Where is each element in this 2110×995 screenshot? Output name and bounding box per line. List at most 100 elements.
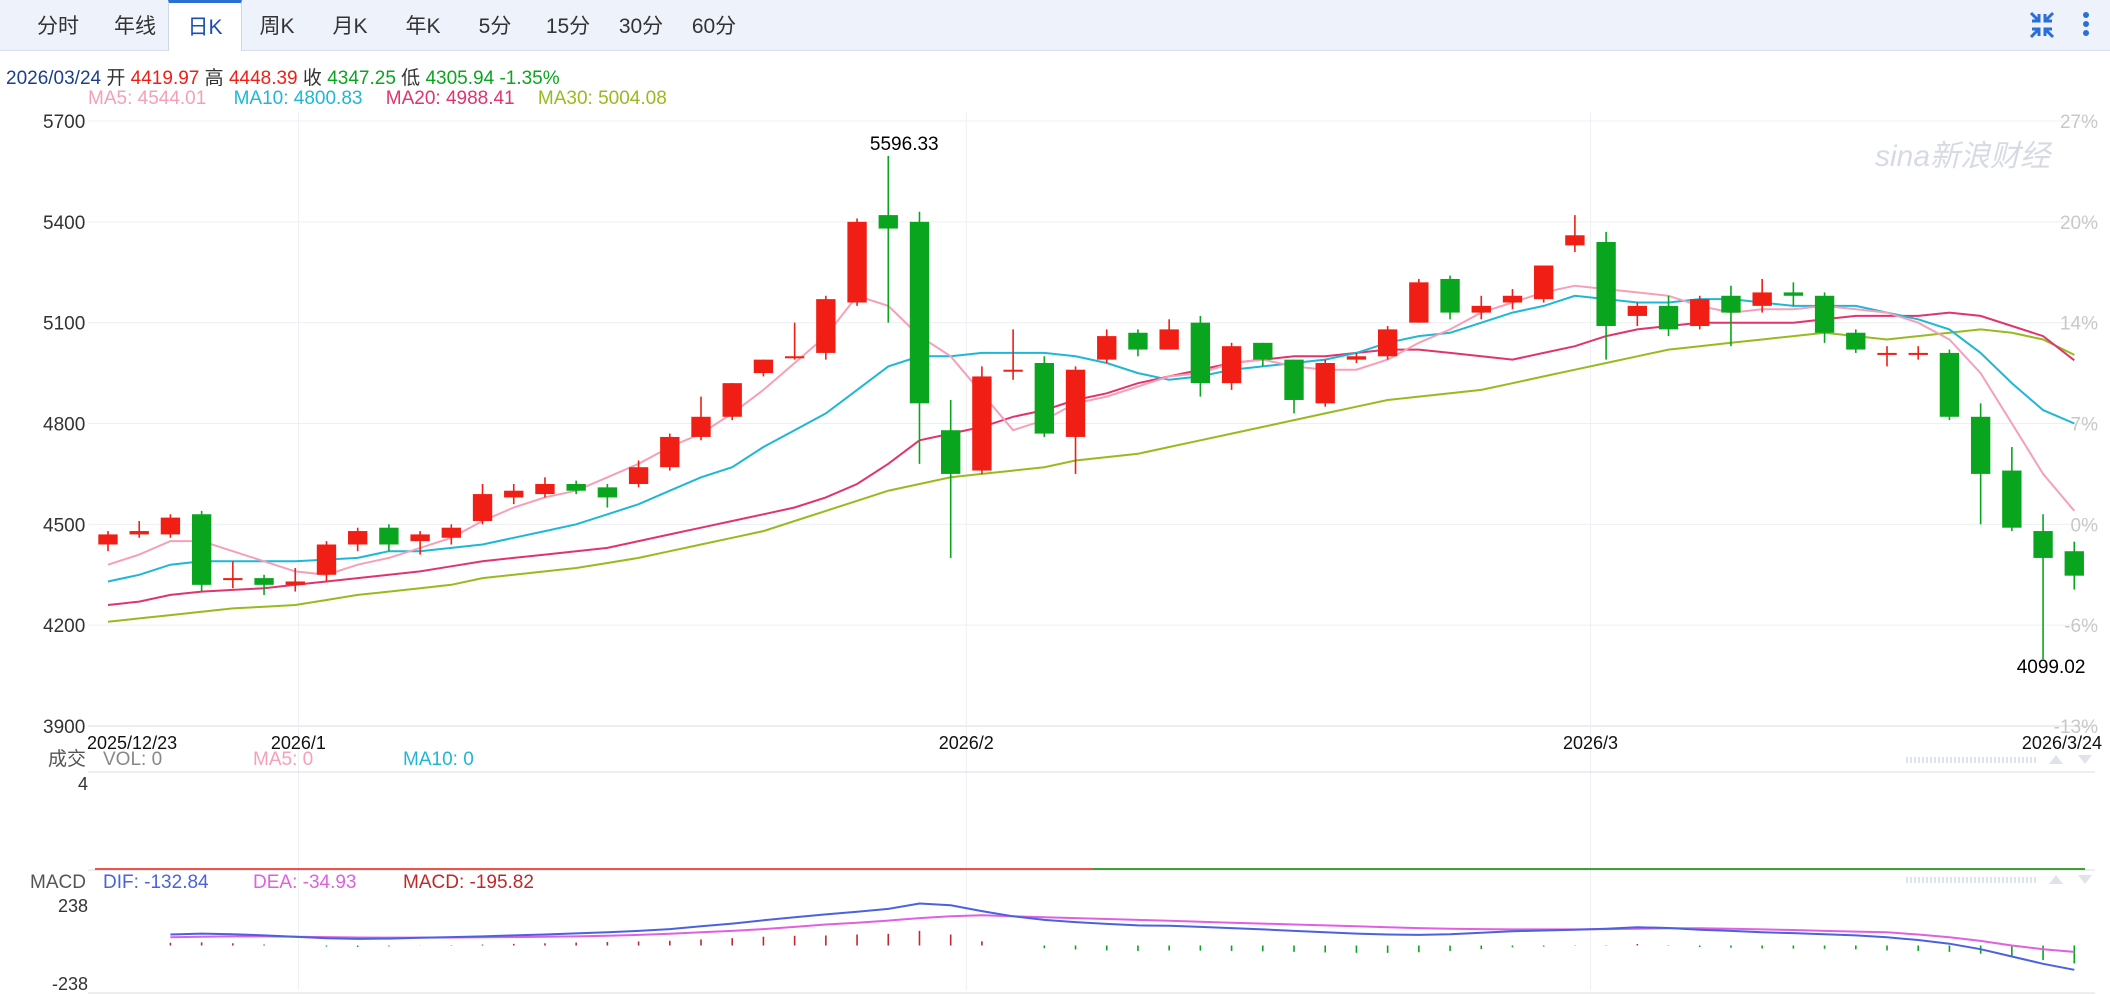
candle-body [316,544,337,575]
ma30-value: MA30: 5004.08 [537,88,667,109]
tab-weekly-k[interactable]: 周K [259,15,295,38]
candle [1846,329,1866,353]
vertical-dots-icon[interactable] [2072,8,2100,42]
percent-axis-label: -6% [2064,616,2098,637]
candle [1721,285,1741,347]
candle-body [1471,305,1491,313]
ohlc-info: 2026/03/24 开 4419.97 高 4448.39 收 4347.25… [6,63,560,90]
candle-body [191,514,212,585]
candle-body [660,436,680,468]
candle [254,574,274,595]
tab-30min[interactable]: 30分 [618,15,664,38]
candle-body [1596,242,1616,327]
candle-body [691,416,711,437]
sina-watermark-text: sina新浪财经 [1875,140,2053,173]
candle [129,520,149,538]
candle [1783,282,1804,306]
candle [1565,215,1585,253]
candle [566,480,586,495]
price-axis-label: 4200 [43,616,85,637]
candle-body [566,484,586,491]
candle [1190,315,1211,397]
candle-body [129,531,149,535]
tab-15min[interactable]: 15分 [545,15,591,38]
scroll-down-icon [2078,875,2092,884]
ma10-value: MA10: 4800.83 [233,88,363,109]
close-label: 收 [302,68,322,89]
candle-body [379,527,399,545]
candle-body [909,221,930,404]
candle-body [2002,470,2022,528]
candle [1440,275,1460,320]
ohlc-date: 2026/03/24 [6,68,102,89]
tab-yearly-k[interactable]: 年K [405,15,441,38]
candle-body [1502,295,1523,303]
period-tab-bar: 分时 年线 日K 周K 月K 年K 5分 15分 30分 60分 [0,0,2110,51]
tab-nianxian[interactable]: 年线 [114,15,156,38]
candle-body [1939,352,1960,417]
candle-body [1253,342,1273,360]
ma5-line [107,284,2076,576]
max-price-annotation: 5596.33 [870,134,939,155]
macd-dif: DIF: -132.84 [103,872,209,893]
percent-axis-label: 20% [2060,213,2098,234]
candle-body [1159,329,1179,350]
candle-body [1690,299,1710,327]
change-percent: -1.35% [499,68,560,89]
candle-body [285,581,305,585]
min-price-annotation: 4099.02 [2017,657,2086,678]
collapse-arrows-icon[interactable] [2024,8,2060,42]
tab-daily-k[interactable]: 日K [168,0,242,51]
tab-5min[interactable]: 5分 [478,15,512,38]
dea-line [170,914,2075,953]
candle [1221,342,1242,390]
tab-monthly-k[interactable]: 月K [332,15,368,38]
candle-body [1846,332,1866,350]
candle [504,484,524,505]
volume-axis-top: 4 [78,774,88,794]
candle [1409,278,1429,323]
tab-60min[interactable]: 60分 [691,15,737,38]
candle-body [160,517,181,535]
open-label: 开 [106,68,126,89]
candle [753,359,774,377]
candle [816,295,836,360]
candle [1690,295,1710,330]
candle-body [98,534,118,545]
high-value: 4448.39 [228,68,298,89]
candle [1284,359,1304,414]
scroll-down-icon [2078,755,2092,764]
candle [1346,352,1367,363]
candle [1908,346,1928,360]
candle [1970,403,1991,525]
candle [2064,541,2084,590]
candle [2033,514,2053,660]
candle-body [1565,235,1585,246]
candle-body [1440,278,1460,313]
macd-dea: DEA: -34.93 [253,872,357,893]
candle-body [1003,369,1023,372]
candle [909,211,930,464]
scroll-up-icon [2049,875,2063,884]
candle-body [1097,336,1117,360]
candle-body [1752,292,1772,306]
tab-fenshi[interactable]: 分时 [37,15,79,38]
scroll-up-icon [2049,755,2063,764]
candle [160,514,181,538]
candle [1596,231,1616,360]
candle-body [1721,295,1741,313]
candle [1253,342,1273,367]
candle [441,524,461,545]
ma30-line [107,328,2075,623]
candle [1159,319,1179,350]
candle [2002,447,2022,532]
candle [348,527,368,552]
price-axis-label: 5400 [43,213,85,234]
candle-body [1658,305,1679,330]
candle [379,524,399,552]
candle-body [535,484,555,495]
candle [597,484,618,508]
volume-ma5: MA5: 0 [253,749,313,770]
percent-axis-label: 27% [2060,112,2098,133]
ma20-line [107,311,2075,606]
